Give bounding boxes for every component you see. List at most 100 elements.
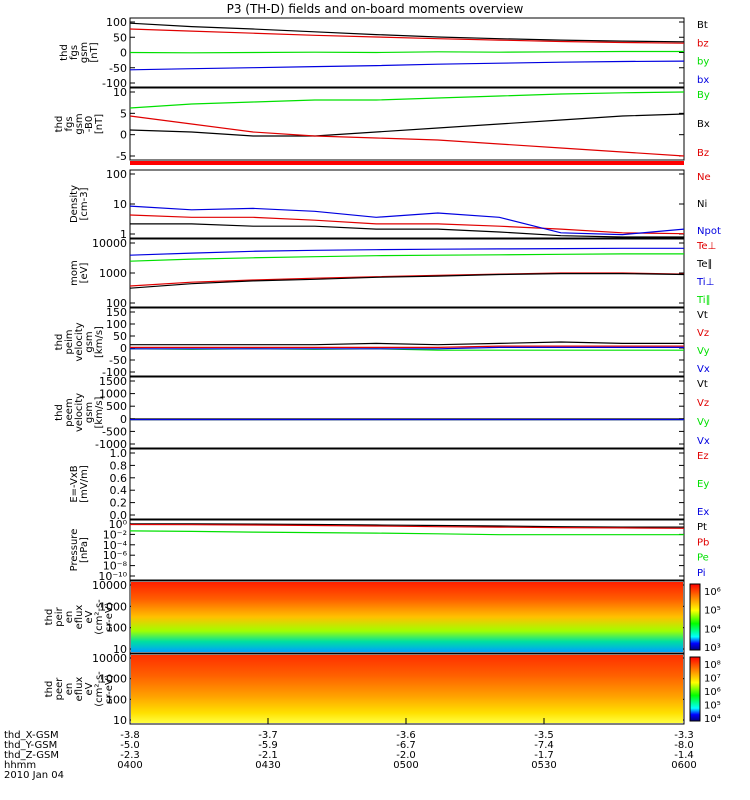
x-row-value: -2.0 <box>396 750 416 761</box>
y-axis-label: sr-eV) <box>104 674 115 703</box>
y-tick-label: -50 <box>109 62 127 75</box>
y-axis-label: (cm²-s- <box>94 671 105 707</box>
panel-frame <box>129 376 685 449</box>
y-axis-label: eV <box>84 682 95 695</box>
y-tick-label: 50 <box>113 31 127 44</box>
series-line-Ti⊥ <box>129 247 684 256</box>
y-axis-label: peer <box>54 677 65 701</box>
y-axis-label: gsm <box>84 402 95 423</box>
series-line-Npot <box>129 205 685 236</box>
y-axis-label: Density <box>69 185 80 223</box>
colorbar-label: 10⁸ <box>704 660 721 671</box>
series-line-bz <box>129 28 685 44</box>
y-tick-label: 10000 <box>92 652 127 665</box>
y-axis-label: peim <box>64 329 75 354</box>
x-row-value: -2.1 <box>258 750 278 761</box>
panel-frame <box>129 307 685 377</box>
legend-Vt: Vt <box>697 379 708 390</box>
x-row-label: hhmm <box>4 760 36 771</box>
y-tick-label: 0 <box>120 129 127 142</box>
y-tick-label: 10⁻⁶ <box>103 549 128 562</box>
series-line-bx <box>129 60 685 71</box>
y-tick-label: 0 <box>120 47 127 60</box>
y-axis-label: [km/s] <box>94 326 105 358</box>
x-row-value: -6.7 <box>396 740 416 751</box>
legend-Vy: Vy <box>697 417 710 428</box>
panel-frame <box>129 519 685 581</box>
series-line-Pt <box>130 523 684 528</box>
x-row-value: 0500 <box>393 760 418 771</box>
series-line-Bz <box>129 115 685 157</box>
colorbar-label: 10³ <box>704 643 721 654</box>
y-tick-label: 150 <box>106 306 127 319</box>
y-tick-label: 100 <box>106 16 127 29</box>
y-axis-label: thd <box>54 334 65 351</box>
y-axis-label: (cm²-s- <box>94 599 105 635</box>
legend-Vy: Vy <box>697 346 710 357</box>
legend-Ti∥: Ti∥ <box>696 295 711 306</box>
x-row-value: 0400 <box>117 760 142 771</box>
y-tick-label: 100 <box>106 168 127 181</box>
y-axis-label: gsm <box>79 42 90 63</box>
x-row-value: -5.0 <box>120 740 140 751</box>
y-tick-label: 10 <box>113 198 127 211</box>
y-axis-label: en <box>64 611 75 624</box>
x-row-value: -7.4 <box>534 740 554 751</box>
heatmap-field <box>131 655 683 723</box>
panel-3: 100 10 1 Density [cm-3] Ne Ni Npot <box>69 168 721 241</box>
panel-7: 1.00.80.60.40.20.0 E=-VxB [mV/m] Ez Ey Ex <box>69 447 709 522</box>
y-axis-label: eV <box>84 610 95 623</box>
y-tick-label: -100 <box>102 366 127 379</box>
legend-Pi: Pi <box>697 568 706 579</box>
legend-Vx: Vx <box>697 436 710 447</box>
y-tick-label: 0 <box>120 413 127 426</box>
y-tick-label: 5 <box>120 107 127 120</box>
x-date-label: 2010 Jan 04 <box>4 770 64 781</box>
y-tick-label: 10000 <box>92 579 127 592</box>
y-tick-label: 500 <box>106 400 127 413</box>
y-axis-label: [km/s] <box>94 396 105 428</box>
x-row-label: thd_Y-GSM <box>4 740 57 751</box>
y-axis-label: E=-VxB <box>69 465 80 502</box>
y-tick-label: -5 <box>116 150 127 163</box>
y-tick-label: 100 <box>106 693 127 706</box>
y-axis-label: eflux <box>74 605 85 630</box>
colorbar-label: 10⁶ <box>704 687 721 698</box>
y-tick-label: 100 <box>106 297 127 310</box>
legend-Vx: Vx <box>697 364 710 375</box>
y-tick-label: 1.0 <box>110 447 128 460</box>
colorbar-label: 10⁴ <box>704 714 721 725</box>
legend-Vz: Vz <box>697 398 709 409</box>
x-row-value: -3.8 <box>120 730 140 741</box>
y-tick-label: 1 <box>120 228 127 241</box>
panel-4: 10000 1000 100 mom [eV] Te⊥ Te∥ Ti⊥ Ti∥ <box>69 237 716 310</box>
legend-Te∥: Te∥ <box>696 259 713 270</box>
y-axis-label: thd <box>54 116 65 133</box>
x-row-value: -1.7 <box>534 750 554 761</box>
legend-Vz: Vz <box>697 328 709 339</box>
x-row-value: -8.0 <box>674 740 694 751</box>
y-tick-label: 10 <box>113 86 127 99</box>
legend-Bt: Bt <box>697 20 708 31</box>
x-row-value: -5.9 <box>258 740 278 751</box>
y-axis-label: [cm-3] <box>79 187 90 220</box>
legend-Pe: Pe <box>697 553 709 564</box>
y-tick-label: 10000 <box>92 237 127 250</box>
series-line-Bt <box>129 22 685 43</box>
colorbar-label: 10⁷ <box>704 674 721 685</box>
panel-9: 10000 1000 100 10 thd peir en eflux eV (cm²-s-sr-… <box>44 579 721 656</box>
y-tick-label: 1000 <box>99 267 127 280</box>
y-axis-label: [nT] <box>94 114 105 134</box>
panel-10: 10000 1000 100 10 thd peer en eflux eV (cm²-s-sr-… <box>44 652 721 727</box>
y-axis-label: mom <box>69 260 80 286</box>
colorbar-label: 10⁶ <box>704 587 721 598</box>
y-tick-label: 10⁻⁴ <box>103 539 128 552</box>
legend-Pt: Pt <box>697 522 707 533</box>
y-tick-label: 1000 <box>99 388 127 401</box>
y-axis-label: [mV/m] <box>79 465 90 503</box>
y-tick-label: -50 <box>109 354 127 367</box>
y-tick-label: 0.2 <box>110 497 128 510</box>
y-axis-label: thd <box>44 681 55 698</box>
